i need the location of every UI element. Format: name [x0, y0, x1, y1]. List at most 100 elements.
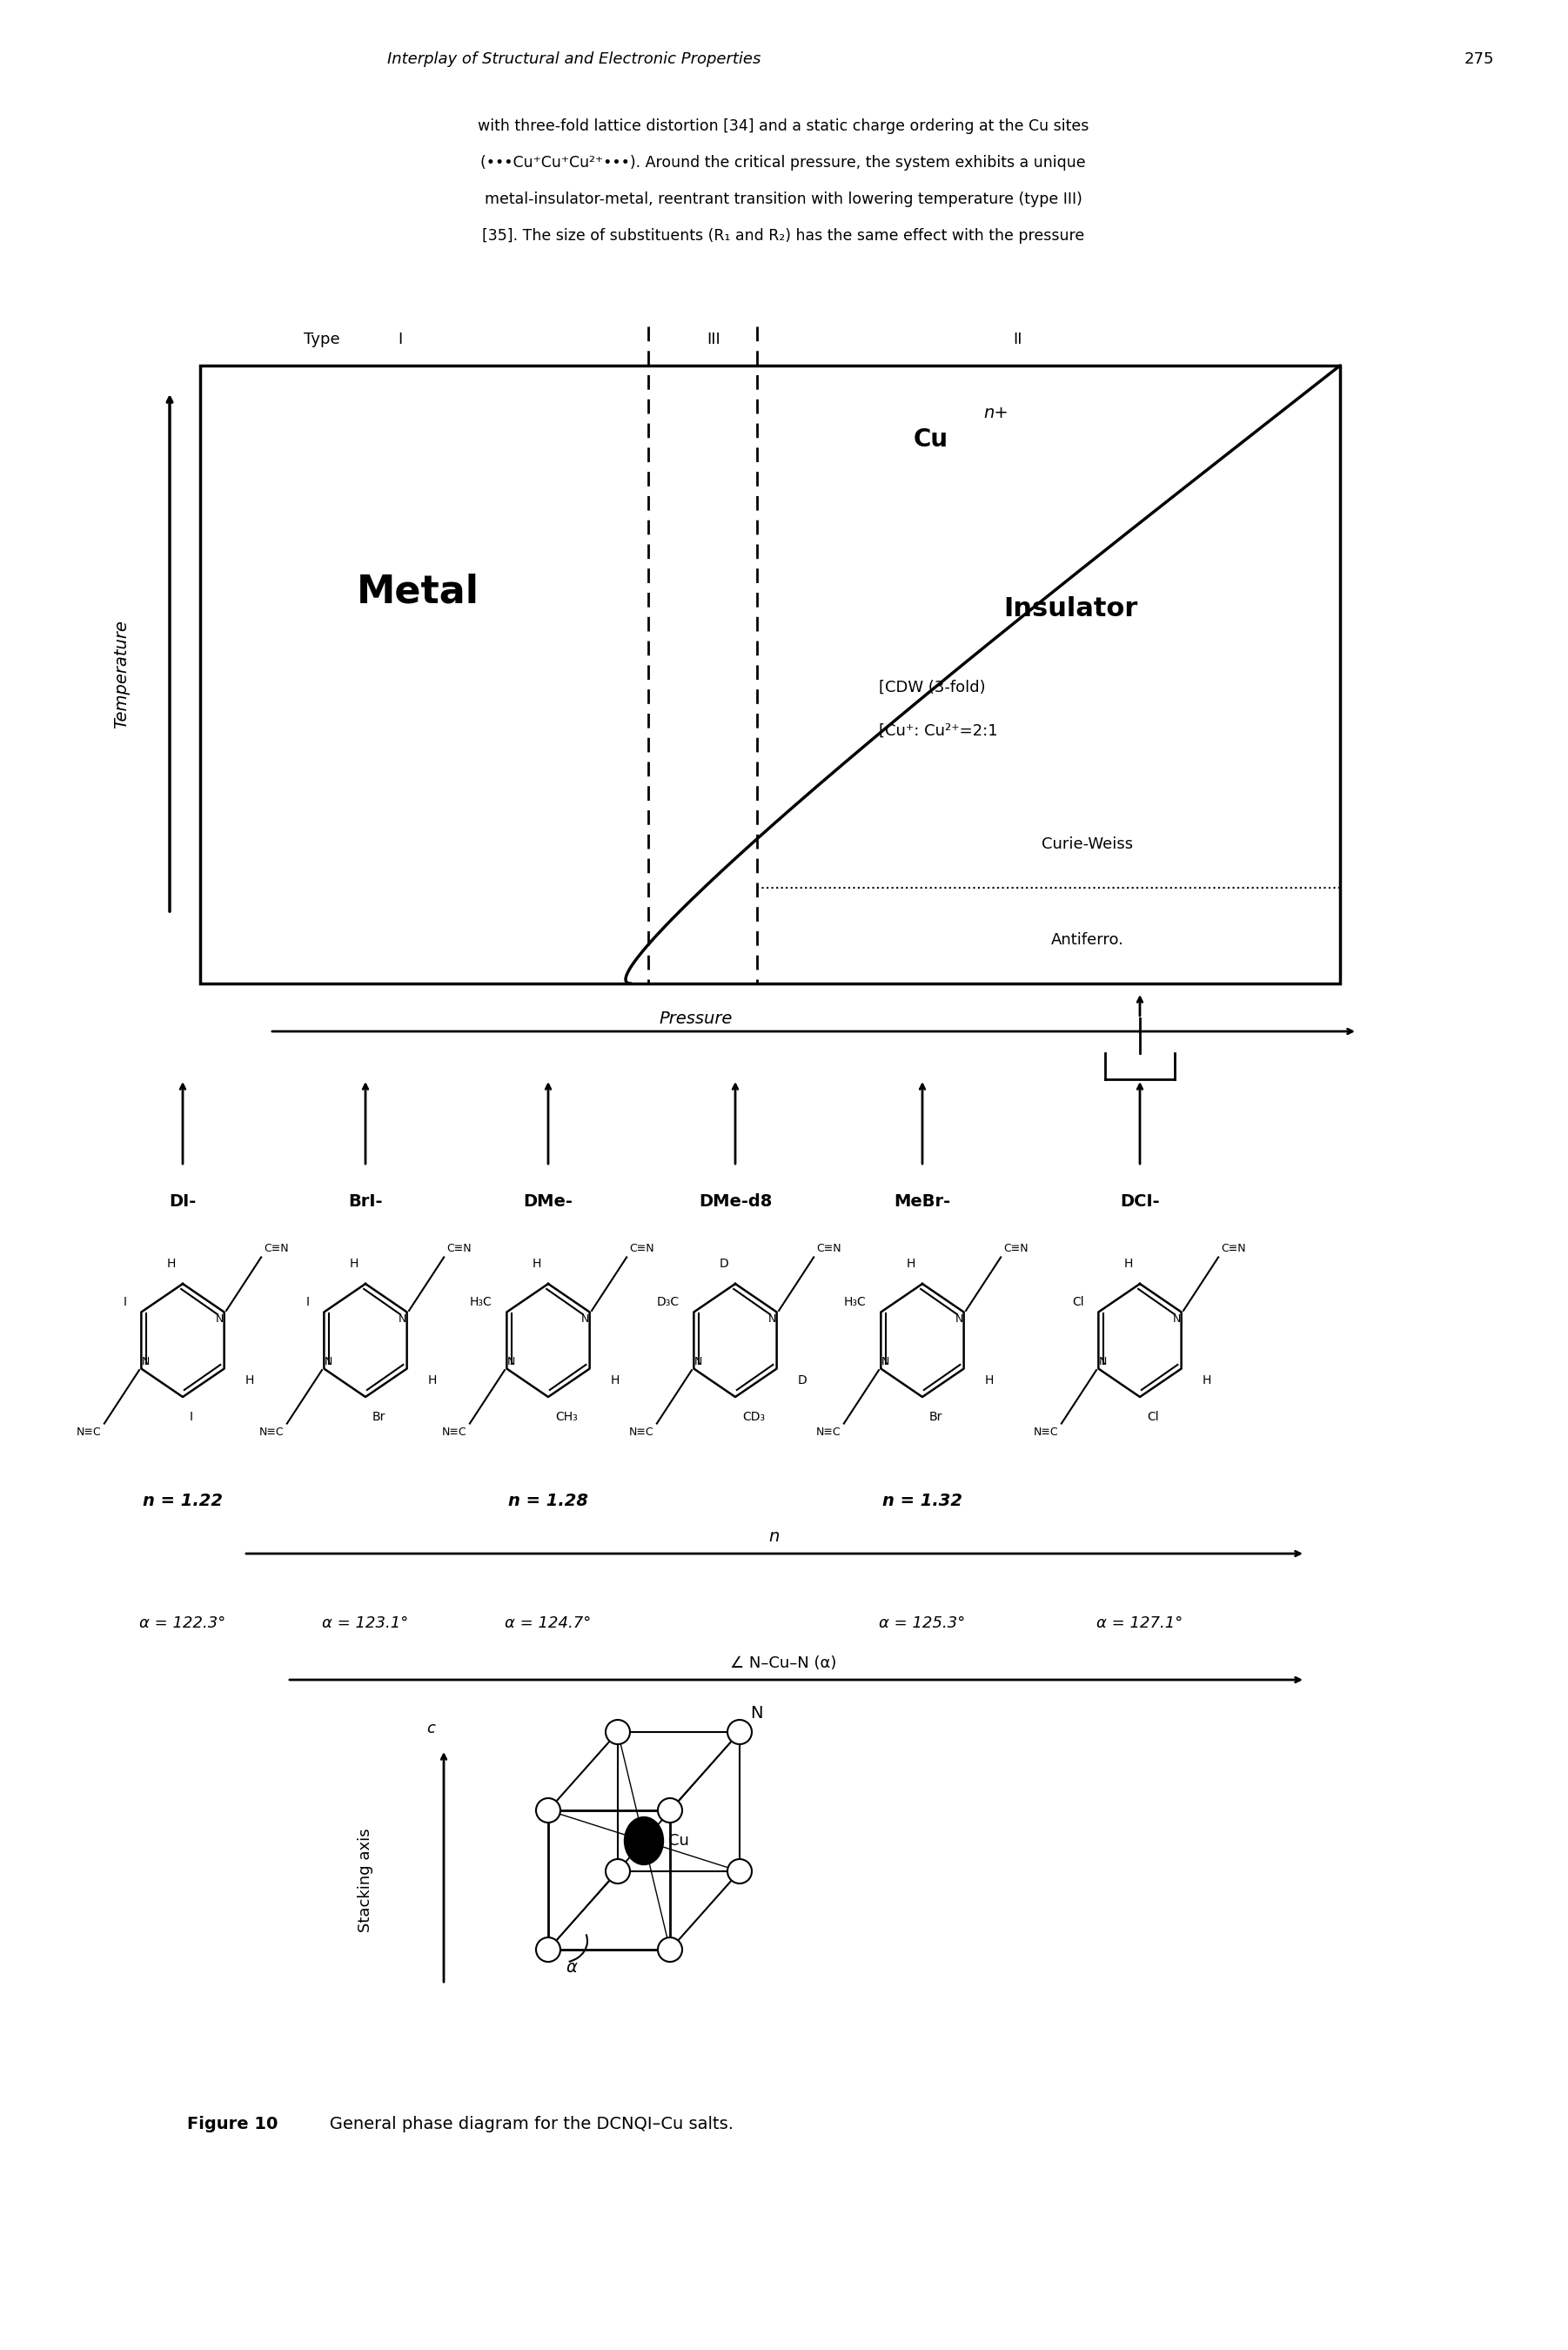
- Text: [CDW (3-fold): [CDW (3-fold): [878, 679, 986, 696]
- Text: DCI-: DCI-: [1120, 1194, 1160, 1210]
- Text: c: c: [426, 1720, 434, 1737]
- Text: N: N: [1173, 1314, 1181, 1325]
- Text: α = 122.3°: α = 122.3°: [140, 1614, 226, 1631]
- Text: C≡N: C≡N: [263, 1243, 289, 1255]
- Text: (•••Cu⁺Cu⁺Cu²⁺•••). Around the critical pressure, the system exhibits a unique: (•••Cu⁺Cu⁺Cu²⁺•••). Around the critical …: [480, 155, 1085, 172]
- Text: DMe-d8: DMe-d8: [699, 1194, 771, 1210]
- Text: n = 1.28: n = 1.28: [508, 1492, 588, 1509]
- Text: Temperature: Temperature: [113, 620, 130, 728]
- Text: n = 1.22: n = 1.22: [143, 1492, 223, 1509]
- Text: α = 124.7°: α = 124.7°: [505, 1614, 591, 1631]
- Text: Cl: Cl: [1146, 1410, 1159, 1422]
- Circle shape: [536, 1936, 560, 1962]
- Text: N: N: [508, 1356, 516, 1368]
- Text: N: N: [768, 1314, 776, 1325]
- Text: Interplay of Structural and Electronic Properties: Interplay of Structural and Electronic P…: [387, 52, 760, 68]
- Text: Br: Br: [930, 1410, 942, 1422]
- Text: BrI-: BrI-: [348, 1194, 383, 1210]
- Text: Insulator: Insulator: [1004, 597, 1137, 623]
- Circle shape: [728, 1720, 751, 1744]
- Text: H₃C: H₃C: [470, 1297, 492, 1309]
- Text: C≡N: C≡N: [629, 1243, 654, 1255]
- Text: Type: Type: [304, 331, 340, 348]
- Text: N: N: [325, 1356, 332, 1368]
- Text: N≡C: N≡C: [629, 1426, 654, 1438]
- Text: CH₃: CH₃: [555, 1410, 577, 1422]
- Text: α = 123.1°: α = 123.1°: [323, 1614, 409, 1631]
- Text: H: H: [245, 1375, 254, 1386]
- Text: C≡N: C≡N: [1004, 1243, 1029, 1255]
- Text: Cl: Cl: [1073, 1297, 1083, 1309]
- Circle shape: [605, 1859, 630, 1882]
- Text: III: III: [707, 331, 720, 348]
- Circle shape: [659, 1798, 682, 1824]
- Text: H: H: [166, 1257, 176, 1269]
- Text: N: N: [750, 1706, 762, 1723]
- Circle shape: [605, 1720, 630, 1744]
- Text: α = 127.1°: α = 127.1°: [1096, 1614, 1184, 1631]
- Text: n: n: [768, 1528, 779, 1544]
- Text: MeBr-: MeBr-: [894, 1194, 950, 1210]
- Text: 275: 275: [1465, 52, 1494, 68]
- Text: Figure 10: Figure 10: [187, 2115, 278, 2131]
- Circle shape: [536, 1798, 560, 1824]
- Text: [Cu⁺: Cu²⁺=2:1: [Cu⁺: Cu²⁺=2:1: [878, 724, 997, 738]
- Text: Antiferro.: Antiferro.: [1051, 933, 1124, 947]
- Text: N: N: [398, 1314, 406, 1325]
- Text: Br: Br: [373, 1410, 386, 1422]
- Text: metal-insulator-metal, reentrant transition with lowering temperature (type III): metal-insulator-metal, reentrant transit…: [485, 190, 1082, 207]
- Text: N≡C: N≡C: [442, 1426, 467, 1438]
- Text: Cu: Cu: [914, 428, 949, 451]
- Text: H: H: [532, 1257, 541, 1269]
- Circle shape: [728, 1859, 751, 1882]
- Text: N: N: [881, 1356, 889, 1368]
- Text: H₃C: H₃C: [844, 1297, 867, 1309]
- Text: [35]. The size of substituents (R₁ and R₂) has the same effect with the pressure: [35]. The size of substituents (R₁ and R…: [481, 228, 1085, 244]
- Text: N: N: [215, 1314, 224, 1325]
- Circle shape: [659, 1936, 682, 1962]
- Text: H: H: [1124, 1257, 1134, 1269]
- Text: Pressure: Pressure: [660, 1010, 732, 1027]
- Text: N≡C: N≡C: [1033, 1426, 1058, 1438]
- Text: N≡C: N≡C: [259, 1426, 284, 1438]
- Text: Stacking axis: Stacking axis: [358, 1828, 373, 1932]
- Text: N: N: [955, 1314, 963, 1325]
- Text: H: H: [428, 1375, 437, 1386]
- Text: N≡C: N≡C: [817, 1426, 842, 1438]
- Text: C≡N: C≡N: [817, 1243, 842, 1255]
- Text: D: D: [798, 1375, 808, 1386]
- Text: Cu: Cu: [668, 1833, 688, 1849]
- Text: H: H: [350, 1257, 359, 1269]
- Text: n+: n+: [983, 404, 1008, 421]
- Text: D₃C: D₃C: [657, 1297, 679, 1309]
- Text: I: I: [190, 1410, 193, 1422]
- Text: CD₃: CD₃: [742, 1410, 765, 1422]
- Text: Curie-Weiss: Curie-Weiss: [1043, 837, 1134, 853]
- Text: with three-fold lattice distortion [34] and a static charge ordering at the Cu s: with three-fold lattice distortion [34] …: [478, 118, 1088, 134]
- Text: H: H: [1203, 1375, 1212, 1386]
- Text: α: α: [566, 1960, 577, 1976]
- Text: II: II: [1013, 331, 1022, 348]
- Text: I: I: [398, 331, 403, 348]
- Text: N: N: [1099, 1356, 1107, 1368]
- Bar: [201, 367, 1341, 985]
- Text: I: I: [124, 1297, 127, 1309]
- Text: α = 125.3°: α = 125.3°: [880, 1614, 966, 1631]
- Text: ∠ N–Cu–N (α): ∠ N–Cu–N (α): [729, 1654, 836, 1671]
- Text: N: N: [695, 1356, 702, 1368]
- Text: DI-: DI-: [169, 1194, 196, 1210]
- Text: C≡N: C≡N: [447, 1243, 472, 1255]
- Text: H: H: [610, 1375, 619, 1386]
- Text: n = 1.32: n = 1.32: [883, 1492, 963, 1509]
- Text: N: N: [580, 1314, 590, 1325]
- Text: DMe-: DMe-: [524, 1194, 572, 1210]
- Ellipse shape: [624, 1817, 663, 1866]
- Text: C≡N: C≡N: [1221, 1243, 1247, 1255]
- Text: General phase diagram for the DCNQI–Cu salts.: General phase diagram for the DCNQI–Cu s…: [314, 2115, 734, 2131]
- Text: N: N: [141, 1356, 151, 1368]
- Text: H: H: [906, 1257, 916, 1269]
- Text: I: I: [306, 1297, 309, 1309]
- Text: D: D: [720, 1257, 728, 1269]
- Text: N≡C: N≡C: [77, 1426, 102, 1438]
- Text: H: H: [985, 1375, 994, 1386]
